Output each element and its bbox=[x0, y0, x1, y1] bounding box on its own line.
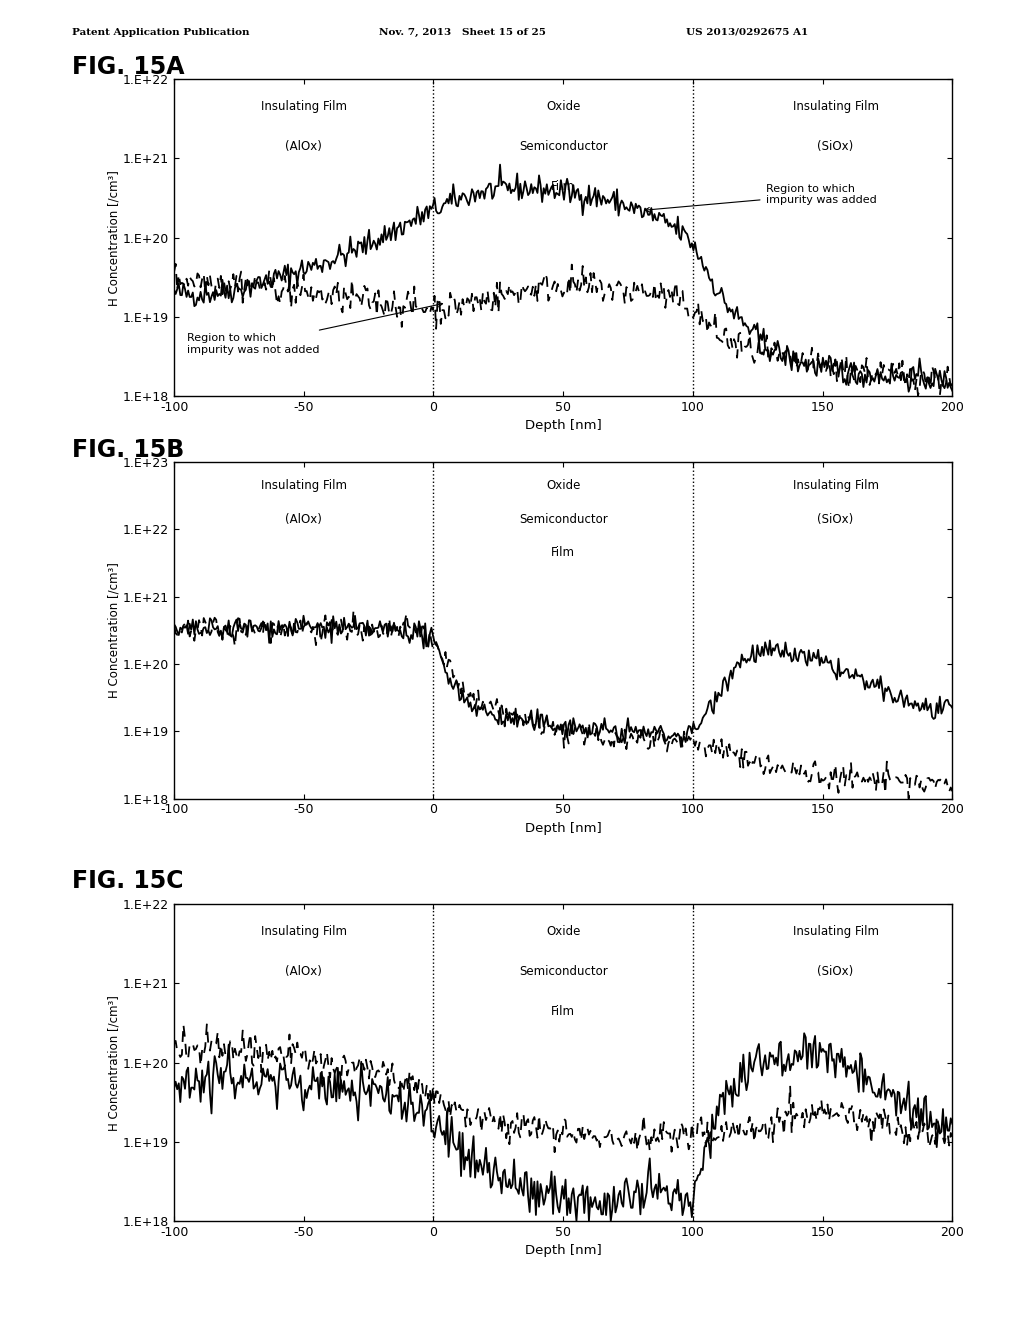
Text: Insulating Film: Insulating Film bbox=[793, 479, 879, 492]
Text: Insulating Film: Insulating Film bbox=[261, 100, 347, 114]
X-axis label: Depth [nm]: Depth [nm] bbox=[525, 822, 601, 836]
Text: Nov. 7, 2013   Sheet 15 of 25: Nov. 7, 2013 Sheet 15 of 25 bbox=[379, 28, 546, 37]
Text: FIG. 15B: FIG. 15B bbox=[72, 438, 184, 462]
Text: (SiOx): (SiOx) bbox=[817, 965, 854, 978]
Text: Region to which
impurity was not added: Region to which impurity was not added bbox=[187, 302, 442, 355]
Text: (SiOx): (SiOx) bbox=[817, 140, 854, 153]
Y-axis label: H Concentration [/cm³]: H Concentration [/cm³] bbox=[108, 170, 120, 305]
Text: Insulating Film: Insulating Film bbox=[261, 925, 347, 939]
Text: Semiconductor: Semiconductor bbox=[519, 965, 607, 978]
Text: Insulating Film: Insulating Film bbox=[261, 479, 347, 492]
Text: (AlOx): (AlOx) bbox=[286, 140, 323, 153]
Text: FIG. 15A: FIG. 15A bbox=[72, 55, 184, 79]
Y-axis label: H Concentration [/cm³]: H Concentration [/cm³] bbox=[108, 995, 120, 1130]
Text: Region to which
impurity was added: Region to which impurity was added bbox=[645, 183, 877, 213]
Text: US 2013/0292675 A1: US 2013/0292675 A1 bbox=[686, 28, 808, 37]
Text: Film: Film bbox=[551, 180, 575, 193]
X-axis label: Depth [nm]: Depth [nm] bbox=[525, 420, 601, 433]
Text: (AlOx): (AlOx) bbox=[286, 965, 323, 978]
Text: Oxide: Oxide bbox=[546, 100, 581, 114]
Text: Film: Film bbox=[551, 1005, 575, 1018]
Y-axis label: H Concentration [/cm³]: H Concentration [/cm³] bbox=[108, 562, 120, 698]
Text: FIG. 15C: FIG. 15C bbox=[72, 869, 183, 892]
Text: Oxide: Oxide bbox=[546, 479, 581, 492]
Text: Film: Film bbox=[551, 546, 575, 560]
X-axis label: Depth [nm]: Depth [nm] bbox=[525, 1245, 601, 1258]
Text: Semiconductor: Semiconductor bbox=[519, 512, 607, 525]
Text: Oxide: Oxide bbox=[546, 925, 581, 939]
Text: Insulating Film: Insulating Film bbox=[793, 925, 879, 939]
Text: (SiOx): (SiOx) bbox=[817, 512, 854, 525]
Text: Patent Application Publication: Patent Application Publication bbox=[72, 28, 249, 37]
Text: Insulating Film: Insulating Film bbox=[793, 100, 879, 114]
Text: Semiconductor: Semiconductor bbox=[519, 140, 607, 153]
Text: (AlOx): (AlOx) bbox=[286, 512, 323, 525]
